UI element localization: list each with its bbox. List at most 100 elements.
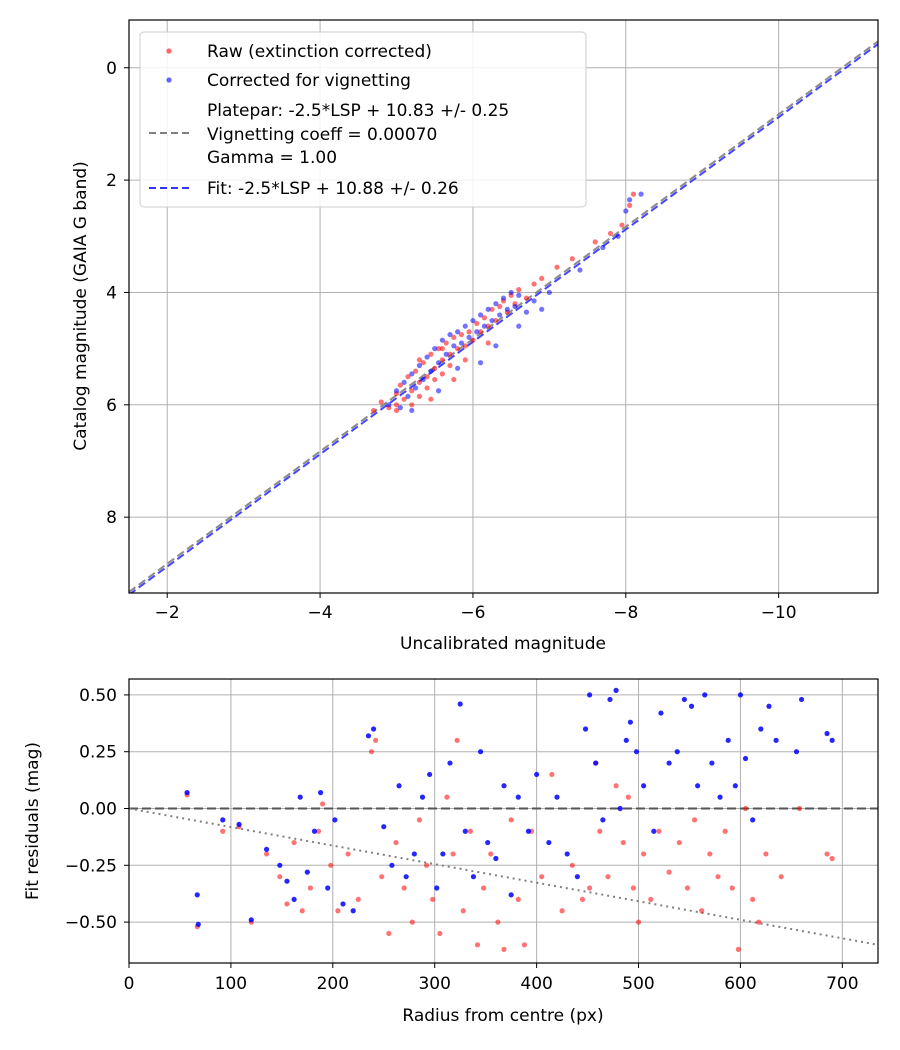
top-data-point — [447, 362, 453, 369]
bottom-data-point — [750, 896, 756, 902]
bottom-data-point — [457, 701, 463, 707]
bottom-y-tick-label: −0.25 — [65, 856, 117, 876]
bottom-data-point — [630, 885, 637, 891]
bottom-data-point — [297, 794, 303, 800]
top-data-point — [523, 309, 530, 315]
bottom-data-point — [763, 851, 769, 857]
bottom-data-point — [587, 885, 593, 891]
bottom-data-point — [335, 908, 341, 914]
top-data-point — [428, 368, 434, 374]
top-x-tick-label: −10 — [761, 603, 797, 623]
bottom-data-point — [574, 874, 580, 880]
bottom-data-point — [447, 760, 453, 766]
bottom-data-point — [829, 855, 835, 862]
bottom-data-point — [796, 805, 803, 812]
bottom-data-point — [477, 749, 484, 755]
top-data-point — [485, 340, 491, 346]
bottom-data-point — [501, 783, 507, 789]
bottom-data-point — [508, 892, 514, 898]
top-data-point — [481, 323, 487, 329]
top-data-point — [413, 385, 419, 391]
bottom-data-point — [409, 919, 415, 925]
top-data-point — [405, 393, 411, 399]
top-data-point — [516, 287, 522, 293]
bottom-data-point — [569, 862, 575, 868]
top-data-point — [405, 374, 411, 380]
bottom-reference-lines — [129, 807, 878, 946]
top-data-point — [447, 351, 453, 357]
bottom-data-point — [508, 817, 514, 823]
bottom-data-point — [725, 737, 731, 743]
bottom-data-point — [320, 801, 326, 807]
bottom-data-point — [742, 805, 749, 812]
bottom-data-point — [674, 749, 680, 755]
bottom-x-axis-label: Radius from centre (px) — [402, 1006, 603, 1026]
bottom-data-point — [793, 749, 800, 755]
bottom-data-point — [525, 828, 532, 834]
bottom-data-point — [307, 885, 313, 891]
legend-platepar-label-line3: Gamma = 1.00 — [207, 148, 337, 168]
bottom-data-point — [291, 839, 297, 846]
top-data-point — [481, 315, 487, 321]
bottom-data-point — [365, 733, 372, 739]
top-data-point — [378, 399, 384, 405]
bottom-x-tick-label: 600 — [724, 974, 756, 994]
top-data-point — [493, 301, 499, 307]
top-data-point — [512, 303, 518, 310]
bottom-x-tick-label: 0 — [124, 974, 135, 994]
bottom-data-point — [742, 755, 749, 762]
bottom-data-point — [332, 817, 338, 823]
top-data-point — [500, 295, 507, 301]
bottom-data-point — [658, 710, 664, 716]
bottom-data-point — [381, 824, 387, 830]
top-data-point — [523, 295, 530, 301]
top-fit-lines — [129, 40, 878, 593]
top-data-point — [424, 354, 430, 360]
bottom-data-point — [829, 737, 835, 743]
top-data-point — [409, 388, 415, 394]
bottom-data-point — [549, 771, 555, 778]
top-data-point — [516, 292, 522, 298]
bottom-data-point — [389, 862, 395, 868]
bottom-data-point — [681, 696, 687, 703]
bottom-data-point — [684, 885, 691, 891]
top-data-point — [455, 346, 461, 352]
bottom-data-point — [593, 760, 599, 766]
bottom-data-point — [403, 874, 409, 880]
top-data-point — [416, 357, 423, 363]
top-data-point — [451, 376, 457, 383]
bottom-data-point — [495, 919, 501, 925]
bottom-data-point — [732, 783, 738, 789]
bottom-data-point — [702, 692, 708, 698]
bottom-data-point — [488, 851, 494, 857]
legend-corrected-marker — [166, 77, 172, 83]
bottom-data-point — [707, 851, 713, 857]
top-data-point — [435, 360, 442, 366]
top-data-point — [508, 289, 514, 296]
bottom-data-point — [627, 719, 633, 725]
top-data-point — [424, 385, 430, 391]
top-data-point — [397, 382, 403, 388]
bottom-data-point — [641, 851, 647, 857]
bottom-data-point — [613, 783, 619, 789]
bottom-data-point — [648, 896, 654, 902]
top-data-point — [443, 351, 449, 357]
top-data-point — [477, 329, 484, 335]
top-data-point — [539, 306, 545, 312]
bottom-data-point — [515, 896, 521, 902]
top-x-axis-label: Uncalibrated magnitude — [400, 634, 606, 654]
bottom-data-point — [607, 696, 613, 703]
bottom-data-point — [633, 749, 640, 755]
top-data-point — [455, 365, 461, 371]
bottom-data-point — [564, 851, 570, 857]
top-data-point — [497, 303, 503, 310]
top-data-point — [443, 340, 449, 346]
top-data-point — [409, 407, 415, 414]
top-data-point — [539, 275, 545, 282]
bottom-x-tick-label: 300 — [418, 974, 450, 994]
top-data-point — [462, 343, 468, 349]
bottom-data-point — [462, 828, 468, 834]
bottom-data-point — [474, 942, 481, 948]
bottom-y-tick-label: −0.50 — [65, 913, 117, 933]
